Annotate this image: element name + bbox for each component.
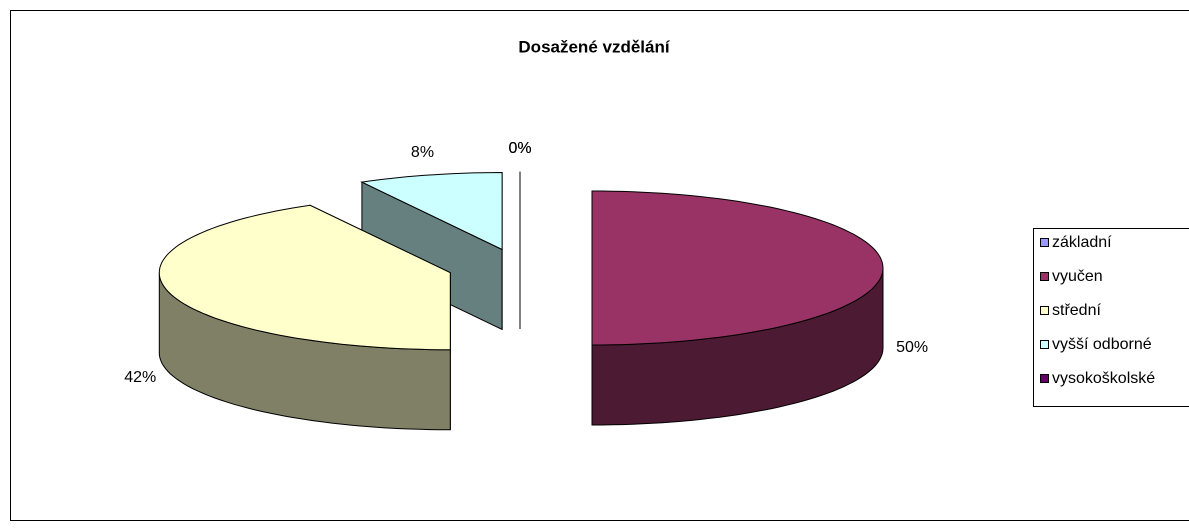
legend-label: vyučen xyxy=(1052,268,1103,285)
legend-label: základní xyxy=(1052,234,1112,251)
legend-label: střední xyxy=(1052,302,1101,319)
legend-swatch xyxy=(1040,272,1049,281)
slice xyxy=(591,190,884,426)
legend-label: vyšší odborné xyxy=(1052,336,1152,353)
legend-swatch xyxy=(1040,374,1049,383)
data-label: 0% xyxy=(508,140,531,157)
legend-label: vysokoškolské xyxy=(1052,370,1155,387)
data-label: 42% xyxy=(124,369,156,386)
slice xyxy=(158,204,451,431)
chart-title: Dosažené vzdělání xyxy=(518,37,670,56)
legend-swatch xyxy=(1040,238,1049,247)
slice xyxy=(591,190,884,346)
slices xyxy=(158,171,884,431)
slice xyxy=(158,204,451,351)
slice xyxy=(360,171,503,251)
legend-swatch xyxy=(1040,306,1049,315)
legend-box xyxy=(1033,228,1189,407)
data-label: 8% xyxy=(411,144,434,161)
legend-swatch xyxy=(1040,340,1049,349)
data-label: 50% xyxy=(896,339,928,356)
data-label: 0% xyxy=(508,140,531,157)
